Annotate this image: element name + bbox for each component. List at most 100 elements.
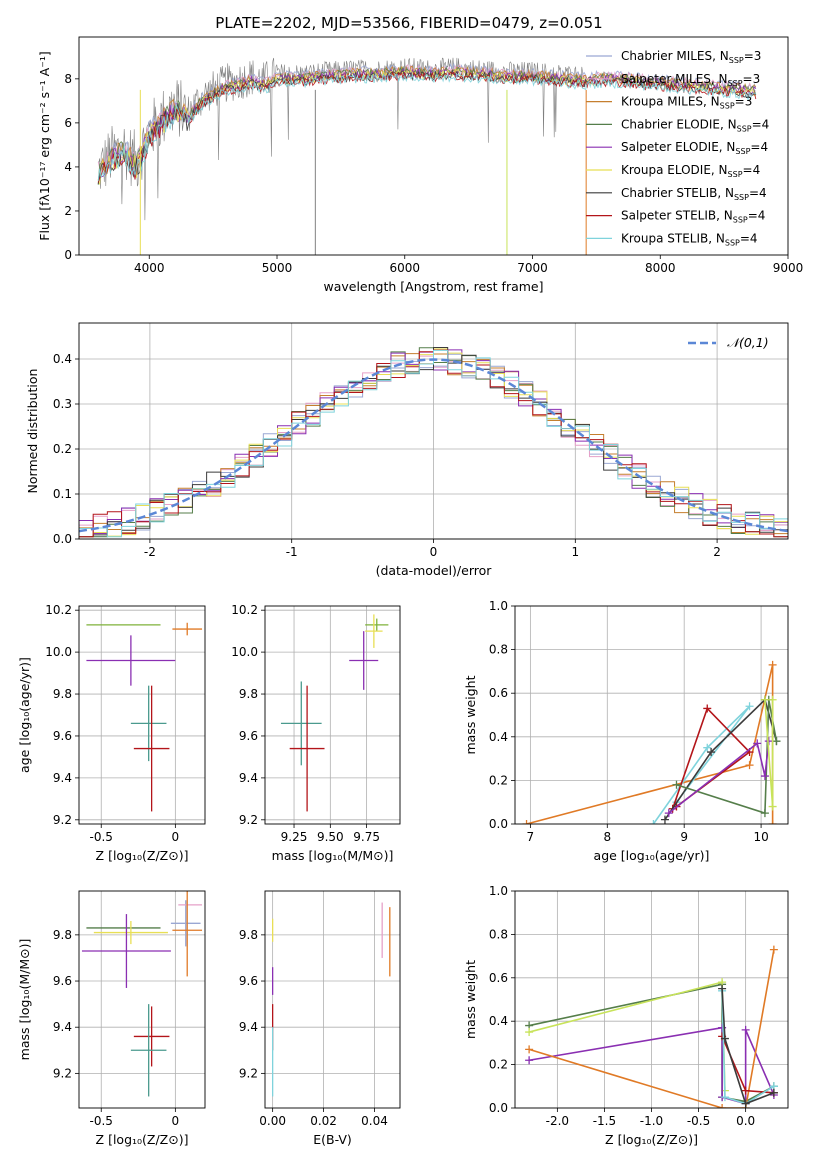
axes-frame: [264, 890, 401, 1109]
x-tick-label: -0.5: [90, 1114, 113, 1128]
weight-series-line: [528, 981, 726, 1091]
weight-marker: [525, 1045, 534, 1054]
y-tick-label: 9.2: [53, 813, 72, 827]
y-tick-label: 9.4: [53, 1020, 72, 1034]
weight-marker: [672, 780, 681, 789]
y-axis-label: age [log₁₀(age/yr)]: [17, 657, 32, 773]
y-tick-label: 0.2: [53, 442, 72, 456]
axes-massweight_vs_Z: -2.0 -1.5 -1.0 -0.5 0.0 0.0 0.2 0.4 0.6 0.8 1.0 Z […: [463, 884, 789, 1147]
legend-label: Kroupa ELODIE, NSSP=4: [621, 163, 760, 179]
y-tick-label: 0: [64, 248, 72, 262]
x-axis-label: Z [log₁₀(Z/Z⊙)]: [96, 848, 189, 863]
errorbar-point: [133, 1006, 170, 1067]
errorbar-point: [289, 685, 325, 812]
y-tick-label: 9.6: [239, 974, 258, 988]
chart-title: PLATE=2202, MJD=53566, FIBERID=0479, z=0…: [215, 14, 602, 32]
y-tick-label: 9.6: [53, 729, 72, 743]
weight-marker: [664, 809, 673, 818]
x-axis-label: age [log₁₀(age/yr)]: [594, 848, 710, 863]
y-tick-label: 9.6: [239, 729, 258, 743]
axes-mass_vs_Z: -0.5 0 9.2 9.4 9.6 9.8 Z [log₁₀(Z/Z⊙)] mass [lo…: [17, 890, 206, 1147]
y-tick-label: 8: [64, 72, 72, 86]
errorbar-point: [130, 1004, 167, 1097]
axes-frame: [78, 36, 789, 256]
errorbar-point: [365, 614, 383, 648]
weight-series-line: [671, 706, 751, 810]
y-axis-label: Flux [fλ10⁻¹⁷ erg cm⁻² s⁻¹ A⁻¹]: [37, 51, 52, 240]
weight-marker: [525, 1028, 534, 1037]
y-tick-label: 10.0: [45, 645, 72, 659]
weight-series-line: [668, 741, 770, 814]
plot-area-residuals: [79, 347, 788, 539]
y-tick-label: 9.2: [239, 813, 258, 827]
plot-area-massweight_vs_Z: [525, 945, 778, 1108]
legend-label: Chabrier MILES, NSSP=3: [621, 49, 761, 65]
plot-area-spectrum: [97, 57, 757, 255]
x-tick-label: 9.75: [353, 830, 380, 844]
x-tick-label: 2: [713, 545, 721, 559]
y-tick-label: 0.0: [489, 817, 508, 831]
y-tick-label: 0.4: [53, 352, 72, 366]
y-tick-label: 0.4: [489, 730, 508, 744]
x-tick-label: -0.5: [687, 1114, 710, 1128]
axes-frame: [78, 605, 206, 825]
weight-series-line: [721, 990, 775, 1105]
weight-marker: [745, 702, 754, 711]
errorbar-point: [365, 618, 389, 632]
y-tick-label: 0.6: [489, 686, 508, 700]
x-tick-label: 6000: [389, 261, 420, 275]
spectrum-model-line: [97, 71, 757, 183]
histogram-series: [79, 349, 788, 539]
y-axis-label: Normed distribution: [25, 369, 40, 494]
axes-frame: [78, 322, 789, 540]
weight-marker: [720, 1093, 729, 1102]
x-tick-label: -1.5: [593, 1114, 616, 1128]
errorbar-point: [86, 635, 176, 686]
weight-marker: [703, 743, 712, 752]
x-tick-label: 9: [680, 830, 688, 844]
weight-marker: [760, 695, 769, 704]
x-tick-label: -2: [144, 545, 156, 559]
legend: 𝒩(0,1): [688, 335, 769, 350]
y-tick-label: 9.4: [239, 1020, 258, 1034]
x-tick-label: 4000: [134, 261, 165, 275]
x-axis-label: Z [log₁₀(Z/Z⊙)]: [605, 1132, 698, 1147]
axes-age_vs_mass: 9.25 9.50 9.75 9.2 9.4 9.6 9.8 10.0 10.2 mass [lo…: [231, 603, 401, 863]
y-tick-label: 9.8: [239, 928, 258, 942]
axes-frame: [264, 605, 401, 825]
weight-marker: [768, 695, 777, 704]
errorbar-point: [170, 900, 201, 947]
x-tick-label: 8: [603, 830, 611, 844]
y-tick-label: 1.0: [489, 884, 508, 898]
legend-label: Salpeter MILES, NSSP=3: [621, 72, 760, 88]
x-axis-label: (data-model)/error: [376, 563, 493, 578]
axes-age_vs_Z: -0.5 0 9.2 9.4 9.6 9.8 10.0 10.2 Z [log₁₀(Z/Z⊙)]…: [17, 603, 206, 863]
legend-label: Kroupa MILES, NSSP=3: [621, 95, 752, 111]
x-tick-label: 0.02: [310, 1114, 337, 1128]
y-axis-label: mass weight: [463, 960, 478, 1039]
y-tick-label: 9.6: [53, 974, 72, 988]
errorbar-point: [349, 631, 379, 690]
x-tick-label: 0.0: [736, 1114, 755, 1128]
weight-marker: [703, 704, 712, 713]
y-axis-label: mass [log₁₀(M/M⊙)]: [17, 939, 32, 1061]
errorbar-point: [81, 914, 171, 988]
legend-label: Chabrier ELODIE, NSSP=4: [621, 117, 769, 133]
weight-marker: [718, 984, 727, 993]
errorbar-point: [280, 681, 322, 766]
x-tick-label: 8000: [645, 261, 676, 275]
weight-marker: [760, 809, 769, 818]
weight-marker: [741, 1086, 750, 1095]
plot-area-age_vs_mass: [280, 614, 389, 812]
y-tick-label: 0.6: [489, 971, 508, 985]
y-tick-label: 0.0: [489, 1101, 508, 1115]
y-tick-label: 0.0: [53, 532, 72, 546]
errorbar-point: [172, 891, 203, 977]
legend: Chabrier MILES, NSSP=3 Salpeter MILES, NS…: [586, 49, 769, 247]
weight-marker: [525, 1056, 534, 1065]
y-axis-label: mass weight: [463, 675, 478, 754]
weight-marker: [649, 820, 658, 824]
y-tick-label: 0.2: [489, 773, 508, 787]
legend-label: 𝒩(0,1): [727, 335, 769, 350]
